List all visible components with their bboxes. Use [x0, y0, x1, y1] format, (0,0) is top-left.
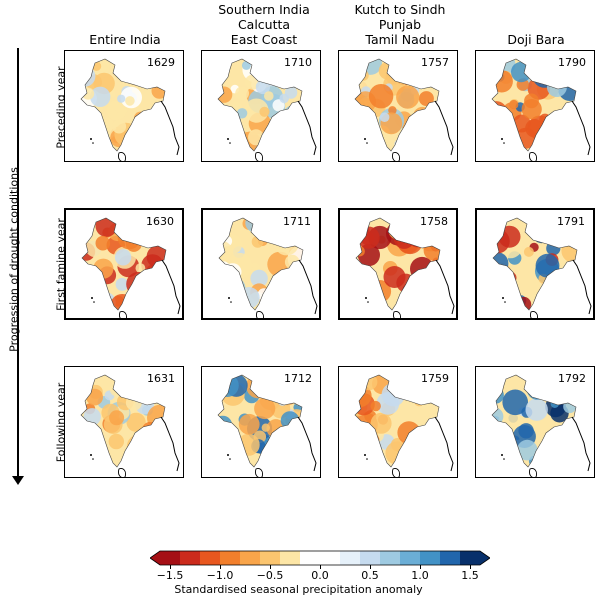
colorbar-swatch — [460, 551, 481, 565]
colorbar-tick-label: 0.5 — [361, 569, 379, 582]
colorbar-label: Standardised seasonal precipitation anom… — [174, 583, 423, 596]
colorbar-swatch — [360, 551, 381, 565]
map-panel-1629: 1629 — [64, 50, 184, 162]
colorbar — [150, 550, 490, 566]
column-title-southern-india: Southern India Calcutta East Coast — [218, 2, 310, 47]
colorbar-swatch — [380, 551, 401, 565]
column-title-doji-bara: Doji Bara — [507, 32, 565, 47]
colorbar-swatch — [240, 551, 261, 565]
colorbar-swatch — [160, 551, 181, 565]
india-map — [491, 58, 591, 161]
colorbar-swatch — [340, 551, 361, 565]
colorbar-tick-label: −1.5 — [156, 569, 184, 582]
map-panel-1712: 1712 — [201, 366, 321, 478]
colorbar-tick-mark — [420, 565, 421, 569]
india-map — [80, 58, 180, 161]
map-panel-1790: 1790 — [475, 50, 595, 162]
colorbar-outline — [150, 550, 490, 566]
colorbar-tick-label: 0.0 — [311, 569, 329, 582]
colorbar-tick-label: 1.0 — [411, 569, 429, 582]
year-label: 1630 — [146, 215, 174, 228]
year-label: 1758 — [420, 215, 448, 228]
india-map — [217, 374, 317, 477]
colorbar-swatch — [180, 551, 201, 565]
map-panel-1792: 1792 — [475, 366, 595, 478]
colorbar-swatch — [200, 551, 221, 565]
map-panel-1631: 1631 — [64, 366, 184, 478]
colorbar-tick-mark — [220, 565, 221, 569]
year-label: 1792 — [558, 372, 586, 385]
india-map — [354, 58, 454, 161]
map-panel-1711: 1711 — [201, 208, 321, 320]
india-map — [81, 217, 181, 318]
progression-arrow — [17, 48, 19, 478]
colorbar-tick-label: 1.5 — [461, 569, 479, 582]
india-map — [217, 58, 317, 161]
colorbar-swatch — [260, 551, 281, 565]
india-map — [491, 374, 591, 477]
year-label: 1710 — [284, 56, 312, 69]
map-panel-1710: 1710 — [201, 50, 321, 162]
map-panel-1757: 1757 — [338, 50, 458, 162]
year-label: 1631 — [147, 372, 175, 385]
year-label: 1790 — [558, 56, 586, 69]
colorbar-tick-mark — [170, 565, 171, 569]
colorbar-tick-mark — [370, 565, 371, 569]
year-label: 1759 — [421, 372, 449, 385]
colorbar-tick-label: −0.5 — [256, 569, 284, 582]
year-label: 1711 — [283, 215, 311, 228]
column-title-entire-india: Entire India — [89, 32, 161, 47]
column-title-kutch-to-sindh: Kutch to Sindh Punjab Tamil Nadu — [354, 2, 446, 47]
colorbar-tick-mark — [470, 565, 471, 569]
year-label: 1791 — [557, 215, 585, 228]
year-label: 1757 — [421, 56, 449, 69]
colorbar-swatch — [440, 551, 461, 565]
colorbar-tick-mark — [320, 565, 321, 569]
colorbar-extend-right — [480, 551, 490, 565]
india-map — [355, 217, 455, 318]
map-panel-1791: 1791 — [475, 208, 595, 320]
side-label: Progression of drought conditions — [7, 167, 21, 352]
india-map — [218, 217, 318, 318]
colorbar-extend-left — [150, 551, 160, 565]
colorbar-swatch — [280, 551, 301, 565]
map-panel-1759: 1759 — [338, 366, 458, 478]
colorbar-swatch — [400, 551, 421, 565]
map-panel-1758: 1758 — [338, 208, 458, 320]
colorbar-swatch — [220, 551, 241, 565]
colorbar-tick-mark — [270, 565, 271, 569]
india-map — [80, 374, 180, 477]
year-label: 1712 — [284, 372, 312, 385]
progression-arrow-head — [12, 476, 24, 485]
colorbar-tick-label: −1.0 — [206, 569, 234, 582]
india-map — [354, 374, 454, 477]
colorbar-swatch — [420, 551, 441, 565]
colorbar-swatch — [300, 551, 321, 565]
year-label: 1629 — [147, 56, 175, 69]
map-panel-1630: 1630 — [64, 208, 184, 320]
india-map — [492, 217, 592, 318]
colorbar-swatch — [320, 551, 341, 565]
